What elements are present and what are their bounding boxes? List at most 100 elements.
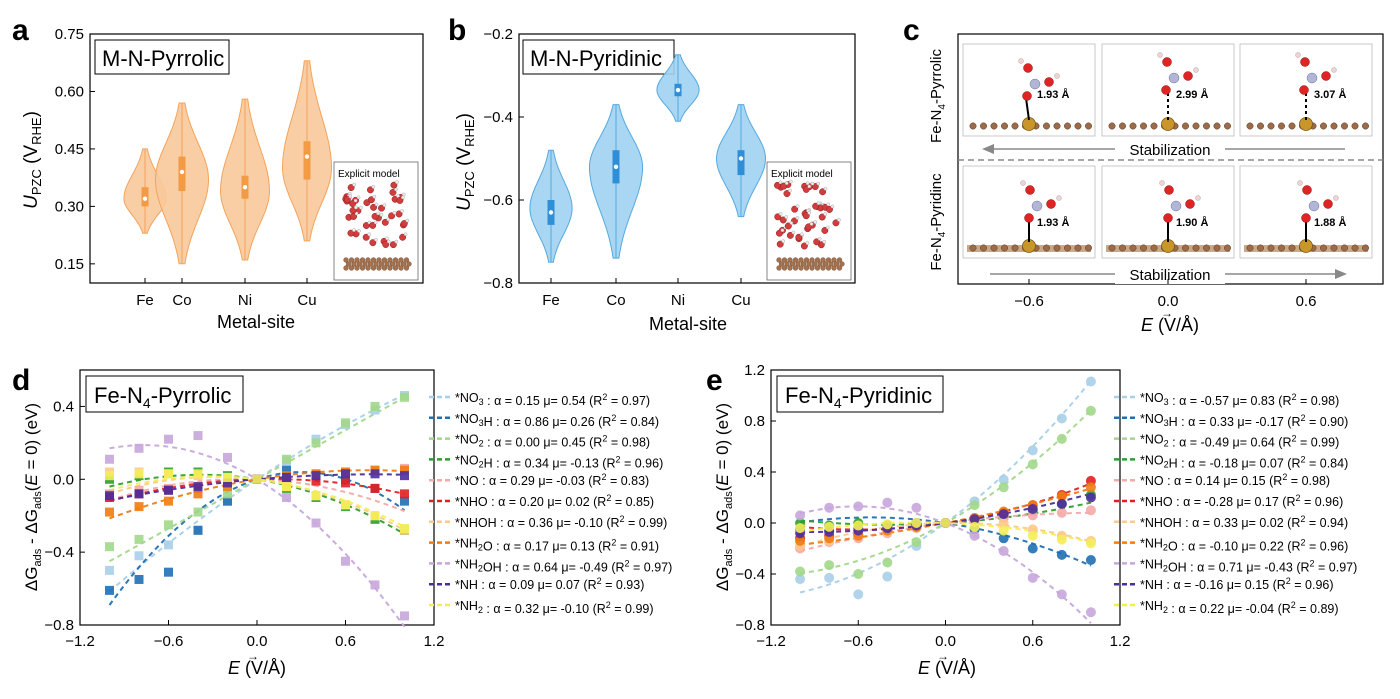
water-oxygen [802, 185, 810, 193]
water-hydrogen [837, 218, 841, 222]
substrate-atom [969, 244, 977, 252]
data-point [824, 560, 835, 571]
water-hydrogen [778, 180, 783, 185]
water-hydrogen [807, 210, 811, 215]
substrate-atom [362, 261, 368, 267]
substrate-atom [1085, 244, 1092, 252]
water-oxygen [780, 182, 788, 190]
x-ticks: −0.6 0.0 0.6 [1014, 279, 1316, 310]
water-oxygen [805, 223, 812, 231]
substrate-atom [354, 265, 360, 271]
substrate-atom [365, 257, 371, 263]
oxygen-atom [1024, 213, 1034, 223]
nitrogen-atom [1306, 72, 1318, 84]
data-point [400, 523, 409, 533]
water-hydrogen [813, 220, 818, 224]
y-tick-label: 1.2 [744, 362, 765, 379]
water-hydrogen [400, 209, 404, 213]
substrate-atom [1246, 244, 1254, 252]
water-hydrogen [795, 216, 800, 220]
substrate-atom [787, 257, 793, 263]
water-hydrogen [392, 211, 397, 215]
substrate-atom [1053, 122, 1061, 130]
stabilization-label: Stabilization [1130, 267, 1211, 284]
data-point [853, 520, 864, 531]
substrate-atom [1064, 244, 1071, 252]
vector-arrow: → [247, 649, 259, 663]
x-tick-label: 1.2 [1110, 633, 1131, 650]
x-tick-label: 0.6 [1296, 293, 1317, 310]
nitrogen-atom [1031, 200, 1043, 212]
substrate-atom [1182, 244, 1189, 252]
data-point [370, 511, 380, 521]
data-point [911, 518, 922, 528]
y-tick-label: 0.4 [744, 464, 765, 481]
data-point [134, 534, 144, 544]
hydrogen-atom [1195, 195, 1201, 201]
substrate-atom [833, 261, 840, 267]
scatter-chart-pyrrolic: Fe-N4-Pyrrolic 0.4 0.0 −0.4 −0.8 −1.2 −0.6 0.… [22, 369, 672, 678]
legend-entry: *NO2H : α = 0.34 μ= -0.13 (R2 = 0.96) [455, 453, 663, 470]
water-oxygen [819, 188, 827, 196]
data-point [998, 518, 1009, 528]
substrate-atom [1213, 122, 1221, 130]
water-hydrogen [789, 221, 794, 225]
water-oxygen [362, 233, 370, 241]
water-hydrogen [781, 239, 786, 243]
hydrogen-atom [1054, 73, 1060, 79]
hydrogen-atom [1295, 52, 1301, 58]
substrate-atom [814, 265, 821, 271]
data-point [1056, 491, 1067, 502]
substrate-atom [784, 261, 790, 267]
inset-label: Explicit model [338, 169, 400, 180]
data-point [998, 546, 1009, 557]
y-tick-label: 0.15 [55, 256, 84, 273]
data-point [1056, 549, 1067, 560]
y-tick-label: 0.8 [744, 413, 765, 430]
substrate-atom [1288, 244, 1296, 252]
substrate-atom [389, 261, 396, 267]
water-oxygen [399, 233, 407, 241]
row-label-pyrrolic: Fe-N4-Pyrrolic [928, 49, 948, 143]
water-oxygen [389, 188, 397, 196]
substrate-atom [1320, 122, 1327, 130]
oxygen-atom [1025, 185, 1035, 195]
water-hydrogen [810, 181, 815, 186]
chart-title: M-N-Pyrrolic [102, 46, 224, 71]
data-point [134, 574, 144, 584]
substrate-atom [398, 265, 404, 271]
data-point [223, 478, 232, 488]
data-point [400, 392, 409, 402]
water-oxygen [826, 206, 833, 213]
water-hydrogen [401, 195, 405, 200]
substrate-atom [781, 257, 788, 263]
data-point [998, 533, 1009, 544]
substrate-atom [384, 261, 390, 267]
data-point [969, 521, 980, 532]
fit-line [799, 380, 1092, 594]
substrate-atom [1330, 244, 1338, 252]
substrate-atom [1043, 122, 1050, 130]
legend-entry: *NHOH : α = 0.33 μ= 0.02 (R2 = 0.94) [1140, 514, 1348, 530]
y-tick-label: −0.6 [483, 192, 513, 209]
water-oxygen [390, 181, 398, 189]
oxygen-atom [1321, 71, 1331, 81]
water-oxygen [783, 190, 791, 198]
data-point [1085, 492, 1096, 503]
water-hydrogen [805, 181, 810, 186]
substrate-atom [969, 122, 977, 130]
water-hydrogen [402, 192, 406, 197]
y-axis-label: UPZC (VRHE) [454, 113, 477, 211]
water-oxygen [784, 222, 792, 230]
data-point [282, 465, 291, 475]
substrate-atom [1288, 122, 1296, 130]
water-hydrogen [352, 228, 356, 232]
water-oxygen [366, 186, 374, 194]
substrate-atom [825, 257, 832, 263]
water-hydrogen [817, 237, 822, 241]
substrate-atom [825, 265, 832, 271]
water-hydrogen [784, 181, 789, 185]
substrate-atom [1246, 122, 1254, 130]
data-point [282, 482, 291, 492]
bond-length-label: 1.93 Å [1037, 88, 1069, 101]
